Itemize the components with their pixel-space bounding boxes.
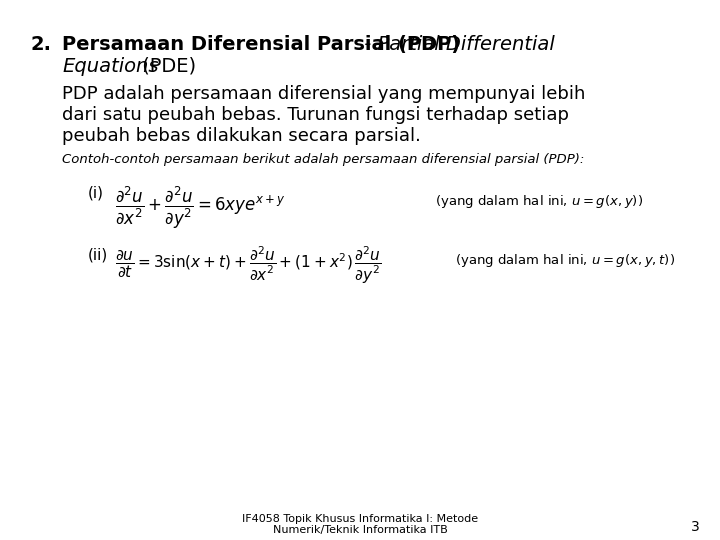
- Text: Equations: Equations: [62, 57, 158, 76]
- Text: dari satu peubah bebas. Turunan fungsi terhadap setiap: dari satu peubah bebas. Turunan fungsi t…: [62, 106, 569, 124]
- Text: peubah bebas dilakukan secara parsial.: peubah bebas dilakukan secara parsial.: [62, 127, 421, 145]
- Text: $\dfrac{\partial^2 u}{\partial x^2} + \dfrac{\partial^2 u}{\partial y^2} = 6xye^: $\dfrac{\partial^2 u}{\partial x^2} + \d…: [115, 185, 286, 232]
- Text: (ii): (ii): [88, 248, 108, 263]
- Text: (PDE): (PDE): [136, 57, 196, 76]
- Text: Contoh-contoh persamaan berikut adalah persamaan diferensial parsial (PDP):: Contoh-contoh persamaan berikut adalah p…: [62, 153, 585, 166]
- Text: Persamaan Diferensial Parsial (PDP): Persamaan Diferensial Parsial (PDP): [62, 35, 460, 54]
- Text: PDP adalah persamaan diferensial yang mempunyai lebih: PDP adalah persamaan diferensial yang me…: [62, 85, 585, 103]
- Text: (i): (i): [88, 185, 104, 200]
- Text: 3: 3: [691, 520, 700, 534]
- Text: - Partial Differential: - Partial Differential: [358, 35, 554, 54]
- Text: 2.: 2.: [30, 35, 51, 54]
- Text: (yang dalam hal ini, $u = g(x, y, t)$): (yang dalam hal ini, $u = g(x, y, t)$): [455, 252, 675, 269]
- Text: IF4058 Topik Khusus Informatika I: Metode: IF4058 Topik Khusus Informatika I: Metod…: [242, 514, 478, 524]
- Text: $\dfrac{\partial u}{\partial t} = 3\sin(x+t) + \dfrac{\partial^2 u}{\partial x^2: $\dfrac{\partial u}{\partial t} = 3\sin(…: [115, 245, 382, 286]
- Text: Numerik/Teknik Informatika ITB: Numerik/Teknik Informatika ITB: [273, 525, 447, 535]
- Text: (yang dalam hal ini, $u = g(x,y)$): (yang dalam hal ini, $u = g(x,y)$): [435, 193, 643, 210]
